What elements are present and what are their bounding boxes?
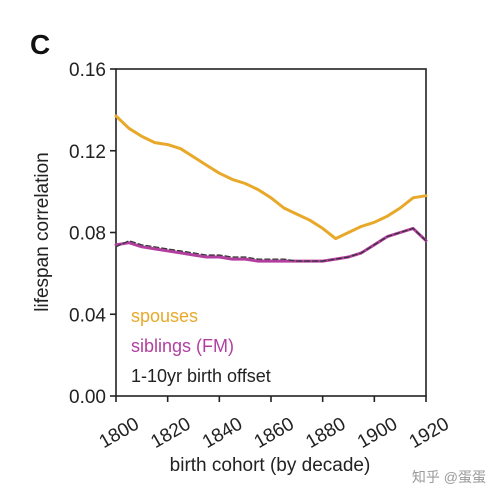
legend-entry: siblings (FM) [131,336,234,356]
watermark: 知乎 @蛋蛋 [412,469,486,485]
y-tick-label: 0.16 [69,60,106,81]
series-line-1-10yr-birth-offset [115,227,427,262]
y-tick-label: 0.08 [69,224,106,245]
x-tick-label: 1800 [96,414,143,453]
legend-entry: spouses [131,306,198,326]
x-tick-label: 1820 [147,414,194,453]
y-axis-label: lifespan correlation [32,152,53,311]
y-tick-label: 0.12 [69,142,106,163]
x-tick-label: 1860 [251,414,298,453]
x-tick-label: 1840 [199,414,246,453]
x-axis-label: birth cohort (by decade) [170,455,371,476]
x-tick-label: 1900 [354,414,401,453]
series-line-spouses [114,114,428,241]
y-tick-label: 0.00 [69,387,106,408]
series-layer [114,114,428,263]
axes: 0.00 0.04 0.08 0.12 0.16 1800 1820 1840 1860 1880… [69,60,453,453]
legend-entry: 1-10yr birth offset [131,366,271,386]
legend: spouses siblings (FM) 1-10yr birth offset [131,306,271,386]
series-line-siblings-fm [114,226,428,263]
x-tick-label: 1920 [406,414,453,453]
panel-label: C [30,29,50,60]
y-tick-label: 0.04 [69,305,106,326]
x-tick-label: 1880 [302,414,349,453]
